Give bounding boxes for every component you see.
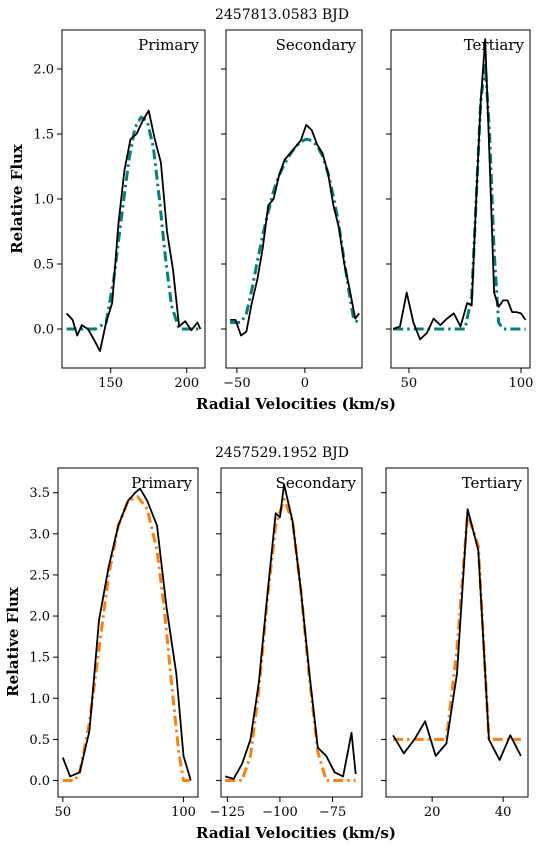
model-line — [393, 61, 526, 331]
x-tick-label: −75 — [319, 805, 346, 820]
panel-label: Primary — [138, 36, 199, 54]
x-tick-label: 100 — [171, 805, 196, 820]
axes-frame — [220, 467, 363, 798]
observed-line — [230, 124, 361, 337]
panel-label: Secondary — [276, 36, 357, 54]
panel-primary: Primary 50 100 0.0 0.5 1.0 1.5 2.0 2.5 3.0 3.5 — [29, 467, 199, 820]
panel-primary: Primary 150 200 0.0 0.5 1.0 1.5 2.0 — [33, 29, 206, 391]
x-tick-label: 20 — [424, 805, 441, 820]
model-line — [225, 497, 356, 782]
panel-secondary: Secondary −50 0 — [221, 29, 363, 391]
panel-label: Tertiary — [464, 36, 525, 54]
y-axis-label: Relative Flux — [8, 143, 26, 254]
model-line — [62, 495, 191, 782]
x-axis-label: Radial Velocities (km/s) — [196, 395, 396, 413]
observed-line — [65, 109, 202, 353]
y-tick-label: 0.0 — [33, 323, 54, 338]
observed-line — [61, 487, 192, 781]
chart-top: 2457813.0583 BJD Relative Flux Radial Ve… — [8, 7, 533, 413]
x-axis-label: Radial Velocities (km/s) — [196, 824, 396, 842]
x-tick-label: 50 — [55, 805, 72, 820]
y-axis-label: Relative Flux — [4, 586, 22, 697]
panel-label: Secondary — [276, 474, 357, 492]
x-tick-label: −100 — [262, 805, 298, 820]
y-tick-label: 2.0 — [29, 610, 50, 625]
observed-line — [224, 483, 357, 780]
y-tick-label: 1.0 — [29, 692, 50, 707]
y-tick-label: 0.5 — [29, 733, 50, 748]
x-tick-label: 150 — [98, 376, 123, 391]
y-tick-label: 2.5 — [29, 568, 50, 583]
axes-frame — [385, 467, 529, 798]
axes-frame — [57, 467, 199, 798]
y-tick-label: 0.0 — [29, 774, 50, 789]
panel-label: Tertiary — [462, 474, 523, 492]
panel-label: Primary — [131, 474, 192, 492]
axes-frame — [61, 29, 206, 369]
panel-tertiary: Tertiary 20 40 — [381, 467, 529, 820]
model-line — [66, 115, 201, 331]
x-tick-label: 40 — [495, 805, 512, 820]
y-tick-label: 1.0 — [33, 193, 54, 208]
y-tick-label: 1.5 — [29, 651, 50, 666]
x-tick-label: −50 — [223, 376, 250, 391]
y-tick-label: 3.5 — [29, 486, 50, 501]
x-tick-label: 0 — [301, 376, 309, 391]
observed-line — [392, 508, 522, 761]
y-tick-label: 3.0 — [29, 527, 50, 542]
chart-title: 2457529.1952 BJD — [215, 445, 349, 461]
x-tick-label: 50 — [401, 376, 418, 391]
chart-title: 2457813.0583 BJD — [215, 7, 349, 23]
y-tick-label: 0.5 — [33, 258, 54, 273]
x-tick-label: 200 — [174, 376, 199, 391]
x-tick-label: −125 — [209, 805, 245, 820]
x-tick-label: 100 — [509, 376, 534, 391]
axes-frame — [225, 29, 363, 369]
y-tick-label: 2.0 — [33, 63, 54, 78]
model-line — [393, 511, 521, 741]
chart-bottom: 2457529.1952 BJD Relative Flux Radial Ve… — [4, 445, 529, 842]
panel-secondary: Secondary −125 −100 −75 — [209, 467, 363, 820]
panel-tertiary: Tertiary 50 100 — [386, 29, 534, 391]
observed-line — [392, 38, 527, 341]
y-tick-label: 1.5 — [33, 128, 54, 143]
